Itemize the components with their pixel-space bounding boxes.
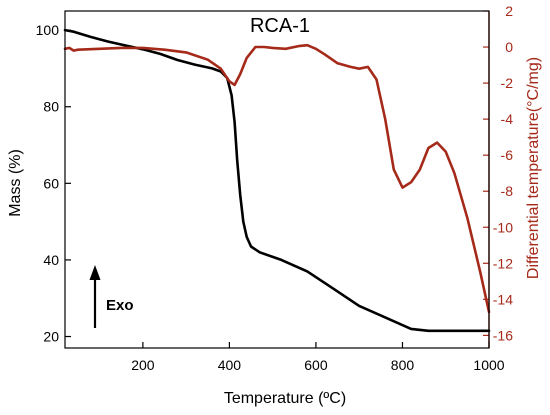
y2-axis-label: Differential temperature(°C/mg) xyxy=(525,57,542,279)
mass-curve xyxy=(63,28,491,333)
y2-tick-label: -8 xyxy=(501,183,514,199)
y-tick-label: 20 xyxy=(43,329,59,345)
x-tick-label: 400 xyxy=(218,357,242,373)
x-axis-ticks: 200 400 600 800 1000 xyxy=(131,342,505,373)
y-tick-label: 100 xyxy=(36,22,60,38)
x-axis-label: Temperature (ºC) xyxy=(224,390,346,407)
exo-arrow-head xyxy=(89,265,101,280)
y2-tick-label: -4 xyxy=(501,111,514,127)
y2-tick-label: -16 xyxy=(493,327,513,343)
x-tick-label: 1000 xyxy=(473,357,504,373)
y2-tick-label: -10 xyxy=(493,219,513,235)
left-axis-ticks: 20 40 60 80 100 xyxy=(36,22,71,345)
y2-tick-label: -12 xyxy=(493,255,513,271)
exo-label: Exo xyxy=(106,297,134,314)
y2-tick-label: 0 xyxy=(505,39,513,55)
x-tick-label: 600 xyxy=(304,357,328,373)
y2-tick-label: -6 xyxy=(501,147,514,163)
plot-frame xyxy=(64,10,490,349)
series-layer xyxy=(63,28,491,333)
x-tick-label: 800 xyxy=(391,357,415,373)
y2-tick-label: -2 xyxy=(501,75,514,91)
y2-tick-label: 2 xyxy=(505,3,513,19)
y-axis-label: Mass (%) xyxy=(7,149,24,217)
differential-temperature-curve xyxy=(63,43,491,314)
y-tick-label: 80 xyxy=(43,99,59,115)
exo-annotation: Exo xyxy=(89,265,134,328)
y-tick-label: 40 xyxy=(43,252,59,268)
x-tick-label: 200 xyxy=(131,357,155,373)
right-axis-ticks: 2 0 -2 -4 -6 -8 -10 -12 -14 -16 xyxy=(483,3,513,348)
y-tick-label: 60 xyxy=(43,175,59,191)
chart-title: RCA-1 xyxy=(250,15,310,37)
y2-tick-label: -14 xyxy=(493,291,513,307)
